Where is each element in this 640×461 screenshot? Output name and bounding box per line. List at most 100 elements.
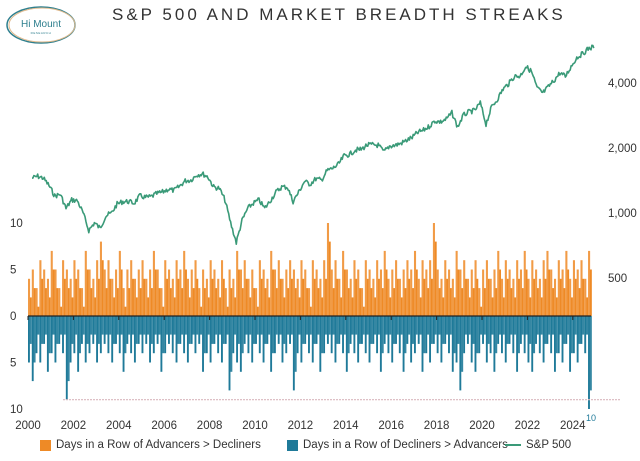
legend-label: Days in a Row of Decliners > Advancers	[303, 439, 508, 451]
advancer-bar	[408, 278, 411, 316]
decliner-bar	[107, 316, 110, 354]
right-axis-tick-label: 1,000	[608, 208, 637, 220]
advancer-bar	[41, 278, 44, 316]
decliner-bar	[298, 316, 301, 335]
decliner-bar	[423, 316, 426, 354]
decliner-bar	[35, 316, 38, 354]
decliner-bar	[338, 316, 341, 344]
advancer-bar	[268, 297, 271, 316]
advancer-bar	[118, 250, 121, 316]
decliner-bar	[448, 316, 450, 354]
advancer-bar	[351, 297, 354, 316]
advancer-bar	[52, 269, 55, 316]
advancer-bar	[164, 260, 167, 316]
decliner-bar	[147, 316, 150, 335]
advancer-bar	[304, 269, 307, 316]
advancer-bar	[273, 269, 277, 316]
decliner-bar	[165, 316, 169, 335]
advancer-bar	[79, 288, 81, 316]
advancer-bar	[249, 297, 252, 316]
advancer-bar	[48, 297, 51, 316]
advancer-bar	[65, 269, 68, 316]
advancer-bar	[98, 278, 100, 316]
decliner-bar	[347, 316, 350, 354]
decliner-bar	[205, 316, 208, 354]
decliner-bar	[495, 316, 498, 354]
decliner-bar	[400, 316, 403, 335]
decliner-bar	[54, 316, 57, 363]
decliner-bar	[328, 316, 331, 335]
advancer-bar	[483, 288, 486, 316]
decliner-bar	[118, 316, 121, 354]
advancer-bar	[116, 288, 119, 316]
advancer-bar	[67, 288, 70, 316]
decliner-bar	[345, 316, 348, 372]
advancer-bar	[374, 297, 377, 316]
decliner-bar	[112, 316, 116, 344]
advancer-bar	[105, 288, 108, 316]
advancer-bar	[200, 306, 203, 316]
advancer-bar	[294, 288, 297, 316]
decliner-bar	[311, 316, 314, 363]
sp500-line	[32, 44, 595, 245]
decliner-bar	[389, 316, 392, 335]
x-tick-label: 2008	[197, 420, 223, 432]
decliner-bar	[463, 316, 466, 354]
advancer-bar	[552, 288, 554, 316]
advancer-bar	[315, 269, 318, 316]
decliner-bar	[305, 316, 309, 335]
advancer-bar	[342, 250, 345, 316]
advancer-bar	[548, 269, 551, 316]
decliner-bar	[317, 316, 320, 335]
advancer-bar	[33, 288, 36, 316]
advancer-bar	[143, 278, 146, 316]
advancer-bar	[325, 278, 327, 316]
decliner-bar	[247, 316, 250, 354]
advancer-bar	[185, 269, 187, 316]
advancer-bar	[353, 260, 356, 316]
decliner-bar	[540, 316, 543, 335]
advancer-bar	[120, 269, 123, 316]
x-tick-label: 2020	[469, 420, 495, 432]
decliner-bar	[184, 316, 187, 335]
decliner-bar	[260, 316, 263, 335]
advancer-bar	[378, 278, 380, 316]
decliner-bar	[396, 316, 399, 335]
decliner-bar	[557, 316, 560, 354]
advancer-bar	[497, 250, 500, 316]
advancer-bar	[37, 306, 40, 316]
advancer-bar	[88, 269, 91, 316]
advancer-bar	[86, 269, 89, 316]
decliner-bar	[491, 316, 494, 335]
decliner-bar	[482, 316, 484, 344]
left-axis-tick-label: 10	[10, 218, 23, 230]
decliner-bar	[65, 316, 68, 400]
decliner-bar	[559, 316, 562, 335]
decliner-bar	[578, 316, 581, 344]
advancer-bar	[586, 297, 589, 316]
decliner-bar	[283, 316, 286, 344]
advancer-bar	[132, 278, 134, 316]
advancer-bar	[340, 297, 343, 316]
advancer-bar	[256, 306, 259, 316]
decliner-bar	[548, 316, 551, 335]
decliner-bar	[152, 316, 155, 354]
decliner-bar	[220, 316, 223, 363]
decliner-bar	[374, 316, 377, 335]
decliner-bar	[376, 316, 379, 354]
decliner-bar	[324, 316, 327, 335]
advancer-bar	[366, 278, 369, 316]
decliner-bar	[357, 316, 360, 363]
advancer-bar	[296, 278, 299, 316]
decliner-bar	[493, 316, 496, 372]
advancer-bar	[207, 297, 210, 316]
advancer-bar	[232, 278, 235, 316]
advancer-bar	[28, 278, 31, 316]
decliner-bar	[226, 316, 229, 335]
advancer-bar	[472, 288, 475, 316]
advancer-bar	[448, 269, 451, 316]
advancer-bar	[158, 288, 161, 316]
decliner-bar	[355, 316, 358, 335]
advancer-bar	[75, 278, 78, 316]
decliner-bar	[584, 316, 587, 354]
